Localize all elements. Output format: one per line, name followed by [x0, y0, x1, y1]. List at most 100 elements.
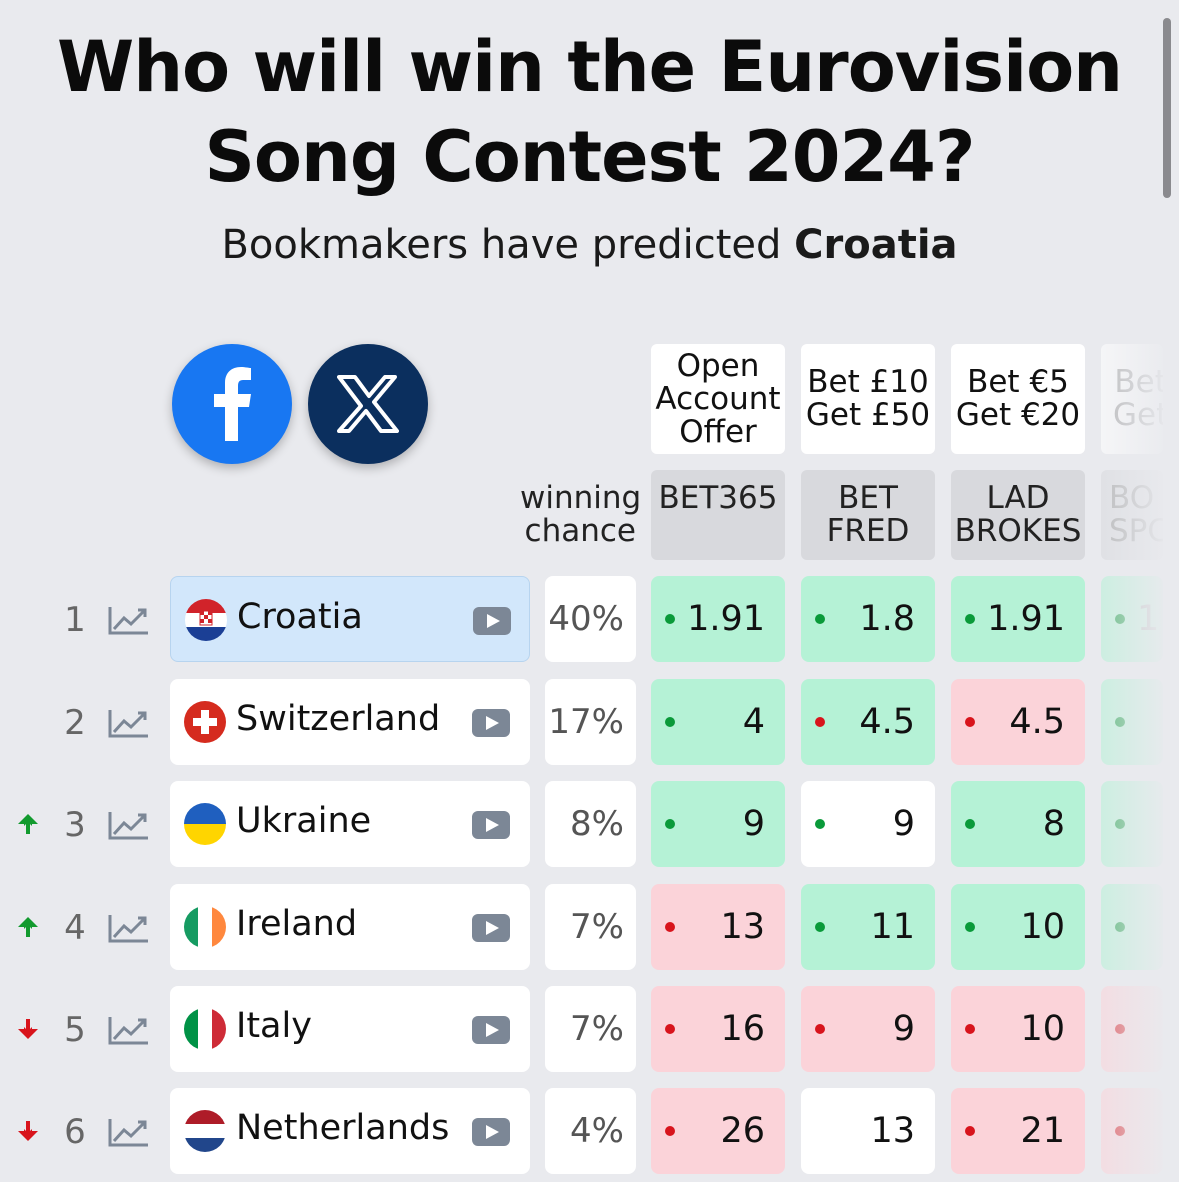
- odds-cell[interactable]: [1101, 986, 1163, 1072]
- odds-value: 13: [870, 1111, 915, 1151]
- chart-trend-icon[interactable]: [108, 810, 150, 840]
- odds-cell[interactable]: 8: [951, 781, 1085, 867]
- winning-chance-value: 40%: [545, 576, 636, 662]
- winning-chance-value: 7%: [545, 986, 636, 1072]
- rank-number: 2: [64, 703, 86, 743]
- title-line-1: Who will win the Eurovision: [56, 26, 1123, 108]
- offer-2[interactable]: Bet €5 Get €20: [951, 344, 1085, 454]
- bookmaker-header-3[interactable]: BO SPC: [1101, 470, 1163, 560]
- country-cell[interactable]: Ukraine: [170, 781, 530, 867]
- odds-cell[interactable]: 4.5: [801, 679, 935, 765]
- chart-trend-icon[interactable]: [108, 913, 150, 943]
- odds-status-dot: [1115, 614, 1125, 624]
- winning-chance-value: 4%: [545, 1088, 636, 1174]
- odds-status-dot: [965, 1024, 975, 1034]
- switzerland-flag-icon: [184, 701, 226, 743]
- odds-cell[interactable]: 16: [651, 986, 785, 1072]
- odds-status-dot: [965, 819, 975, 829]
- odds-cell[interactable]: 26: [651, 1088, 785, 1174]
- odds-status-dot: [665, 819, 675, 829]
- chart-trend-icon[interactable]: [108, 708, 150, 738]
- odds-value: 16: [720, 1009, 765, 1049]
- offer-line-2: Get €20: [955, 397, 1081, 433]
- odds-status-dot: [815, 819, 825, 829]
- bookmaker-header-1[interactable]: BET FRED: [801, 470, 935, 560]
- bookmaker-name-line-1: BET: [838, 480, 898, 516]
- rank-number: 5: [64, 1010, 86, 1050]
- chart-trend-icon[interactable]: [108, 1015, 150, 1045]
- odds-value: 1.91: [987, 599, 1065, 639]
- facebook-share-button[interactable]: [172, 344, 292, 464]
- country-cell[interactable]: Switzerland: [170, 679, 530, 765]
- offer-line-2: Get £50: [805, 397, 931, 433]
- odds-value: 8: [1042, 804, 1065, 844]
- chart-trend-icon[interactable]: [108, 1117, 150, 1147]
- netherlands-flag-icon: [184, 1110, 226, 1152]
- odds-status-dot: [665, 1126, 675, 1136]
- trend-down-arrow-icon: [18, 1121, 38, 1141]
- scrollbar[interactable]: [1163, 18, 1171, 198]
- odds-status-dot: [965, 717, 975, 727]
- odds-cell[interactable]: 9: [651, 781, 785, 867]
- play-video-icon[interactable]: [473, 607, 511, 635]
- odds-cell[interactable]: [1101, 679, 1163, 765]
- country-cell[interactable]: Netherlands: [170, 1088, 530, 1174]
- offer-line-1: Bet €5: [967, 364, 1069, 400]
- rank-number: 3: [64, 805, 86, 845]
- odds-value: 9: [892, 804, 915, 844]
- x-share-button[interactable]: [308, 344, 428, 464]
- odds-cell[interactable]: 4.5: [951, 679, 1085, 765]
- odds-cell[interactable]: [1101, 884, 1163, 970]
- odds-status-dot: [1115, 1024, 1125, 1034]
- country-cell[interactable]: Croatia: [170, 576, 530, 662]
- offer-0[interactable]: Open Account Offer: [651, 344, 785, 454]
- rank-number: 4: [64, 908, 86, 948]
- odds-value: 1.91: [687, 599, 765, 639]
- odds-cell[interactable]: 4: [651, 679, 785, 765]
- country-name: Ireland: [236, 904, 358, 944]
- bookmaker-name-line-1: BO: [1109, 480, 1155, 516]
- offer-line-2: Account: [655, 380, 781, 417]
- odds-cell[interactable]: 13: [651, 884, 785, 970]
- offer-3[interactable]: Bet Get: [1101, 344, 1163, 454]
- odds-cell[interactable]: 1: [1101, 576, 1163, 662]
- bookmaker-name-line-2: BROKES: [954, 513, 1082, 549]
- offer-line-1: Bet £10: [807, 364, 929, 400]
- title-line-2: Song Contest 2024?: [204, 116, 976, 198]
- odds-value: 9: [892, 1009, 915, 1049]
- odds-cell[interactable]: [1101, 781, 1163, 867]
- play-video-icon[interactable]: [472, 1016, 510, 1044]
- winning-chance-line-2: chance: [524, 513, 636, 549]
- country-cell[interactable]: Ireland: [170, 884, 530, 970]
- odds-cell[interactable]: 1.91: [951, 576, 1085, 662]
- country-name: Switzerland: [236, 699, 441, 739]
- play-video-icon[interactable]: [472, 709, 510, 737]
- play-video-icon[interactable]: [472, 914, 510, 942]
- odds-cell[interactable]: 10: [951, 986, 1085, 1072]
- odds-status-dot: [1115, 922, 1125, 932]
- play-video-icon[interactable]: [472, 811, 510, 839]
- offer-1[interactable]: Bet £10 Get £50: [801, 344, 935, 454]
- winning-chance-value: 7%: [545, 884, 636, 970]
- odds-cell[interactable]: 10: [951, 884, 1085, 970]
- odds-cell[interactable]: [1101, 1088, 1163, 1174]
- odds-cell[interactable]: 11: [801, 884, 935, 970]
- odds-status-dot: [1115, 819, 1125, 829]
- play-video-icon[interactable]: [472, 1118, 510, 1146]
- odds-cell[interactable]: 1.8: [801, 576, 935, 662]
- odds-cell[interactable]: 9: [801, 986, 935, 1072]
- odds-cell[interactable]: 1.91: [651, 576, 785, 662]
- odds-cell[interactable]: 9: [801, 781, 935, 867]
- bookmaker-header-0[interactable]: BET365: [651, 470, 785, 560]
- odds-cell[interactable]: 21: [951, 1088, 1085, 1174]
- winning-chance-header: winning chance: [520, 482, 641, 549]
- odds-value: 13: [720, 907, 765, 947]
- rank-number: 1: [64, 600, 86, 640]
- chart-trend-icon[interactable]: [108, 605, 150, 635]
- bookmaker-header-2[interactable]: LAD BROKES: [951, 470, 1085, 560]
- subtitle-prefix: Bookmakers have predicted: [221, 222, 795, 268]
- country-cell[interactable]: Italy: [170, 986, 530, 1072]
- odds-status-dot: [815, 614, 825, 624]
- odds-value: 1.8: [859, 599, 915, 639]
- odds-cell[interactable]: 13: [801, 1088, 935, 1174]
